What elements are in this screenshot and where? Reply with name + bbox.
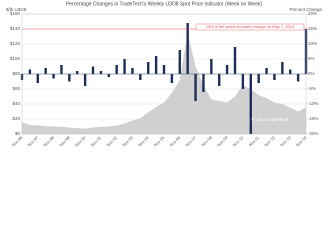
bar xyxy=(289,69,292,74)
y2-axis-label: Percent Change xyxy=(289,7,322,12)
y-tick-label: $80 xyxy=(12,71,20,76)
bar xyxy=(281,62,284,74)
bar xyxy=(241,74,245,89)
x-tick-label: Nov-98 xyxy=(42,134,55,147)
credit: © 2014 TradeTech xyxy=(252,116,289,122)
y2-tick-label: -5% xyxy=(308,86,316,91)
x-tick-label: Nov-14 xyxy=(295,134,308,147)
annotation: 15% is the week-on-week change on May 7,… xyxy=(206,24,295,29)
annotation-box xyxy=(195,23,305,31)
bar xyxy=(265,68,268,74)
x-tick-label: Nov-09 xyxy=(216,134,229,147)
bar xyxy=(170,74,174,83)
x-tick-label: Nov-99 xyxy=(58,134,71,147)
page: {"chart_data": { "type": "bar-area", "ti… xyxy=(6,1,323,148)
y2-tick-label: 0% xyxy=(308,71,315,76)
y2-tick-label: -15% xyxy=(308,116,319,121)
bar xyxy=(257,74,260,83)
bar xyxy=(186,23,189,74)
chart-title: Percentage Changes in TradeTech's Weekly… xyxy=(66,1,262,7)
x-tick-label: Nov-03 xyxy=(121,134,134,147)
bar xyxy=(44,68,47,74)
bar xyxy=(147,62,150,74)
y2-tick-label: -20% xyxy=(308,131,319,136)
x-tick-label: Nov-07 xyxy=(184,134,197,147)
bar xyxy=(99,71,103,74)
x-tick-label: Nov-10 xyxy=(232,134,245,147)
bar xyxy=(218,74,221,86)
x-tick-label: Nov-06 xyxy=(169,134,182,147)
bar xyxy=(68,74,71,82)
bar xyxy=(28,69,32,74)
x-tick-label: Nov-04 xyxy=(137,134,150,147)
x-tick-label: Nov-97 xyxy=(27,134,40,147)
x-tick-label: Nov-13 xyxy=(279,134,292,147)
chart: Percentage Changes in TradeTech's Weekly… xyxy=(6,1,322,147)
bar xyxy=(178,50,181,74)
plot-frame xyxy=(21,13,307,135)
bar xyxy=(107,74,110,77)
bar xyxy=(194,74,197,101)
y-tick-label: $60 xyxy=(12,86,20,91)
x-tick-label: Nov-12 xyxy=(263,134,276,147)
bar xyxy=(210,59,213,74)
bar xyxy=(131,68,134,74)
bar xyxy=(115,65,118,74)
x-tick-label: Nov-02 xyxy=(105,134,118,147)
bar xyxy=(83,74,87,86)
x-tick-label: Nov-00 xyxy=(74,134,87,147)
bar xyxy=(139,74,142,80)
x-tick-label: Nov-01 xyxy=(90,134,103,147)
bar xyxy=(225,65,229,74)
y-tick-label: $160 xyxy=(10,11,21,16)
y2-tick-label: 5% xyxy=(308,56,315,61)
y-tick-label: $0 xyxy=(15,131,21,136)
bar xyxy=(202,74,205,92)
y2-tick-label: 10% xyxy=(308,41,317,46)
bar xyxy=(36,74,39,83)
bar xyxy=(123,59,126,74)
bar xyxy=(162,65,166,74)
bar xyxy=(154,56,158,74)
y-tick-label: $140 xyxy=(10,26,21,31)
y-axis-label: $/lb U3O8 xyxy=(6,7,27,12)
x-tick-label: Nov-08 xyxy=(200,134,213,147)
x-tick-label: Nov-96 xyxy=(11,134,24,147)
y-tick-label: $100 xyxy=(10,56,21,61)
bar xyxy=(91,66,95,74)
y2-tick-label: 20% xyxy=(308,11,317,16)
y2-tick-label: 15% xyxy=(308,26,317,31)
x-tick-label: Nov-05 xyxy=(153,134,166,147)
bar xyxy=(60,65,63,74)
bar xyxy=(233,47,237,74)
price-area xyxy=(22,32,306,134)
y-tick-label: $40 xyxy=(12,101,20,106)
bar xyxy=(273,74,276,80)
bar xyxy=(76,71,79,74)
x-tick-label: Nov-11 xyxy=(248,134,261,147)
bar xyxy=(296,74,300,82)
y-tick-label: $20 xyxy=(12,116,20,121)
bar xyxy=(249,74,252,134)
bar xyxy=(52,74,55,79)
y-tick-label: $120 xyxy=(10,41,21,46)
y2-tick-label: -10% xyxy=(308,101,319,106)
